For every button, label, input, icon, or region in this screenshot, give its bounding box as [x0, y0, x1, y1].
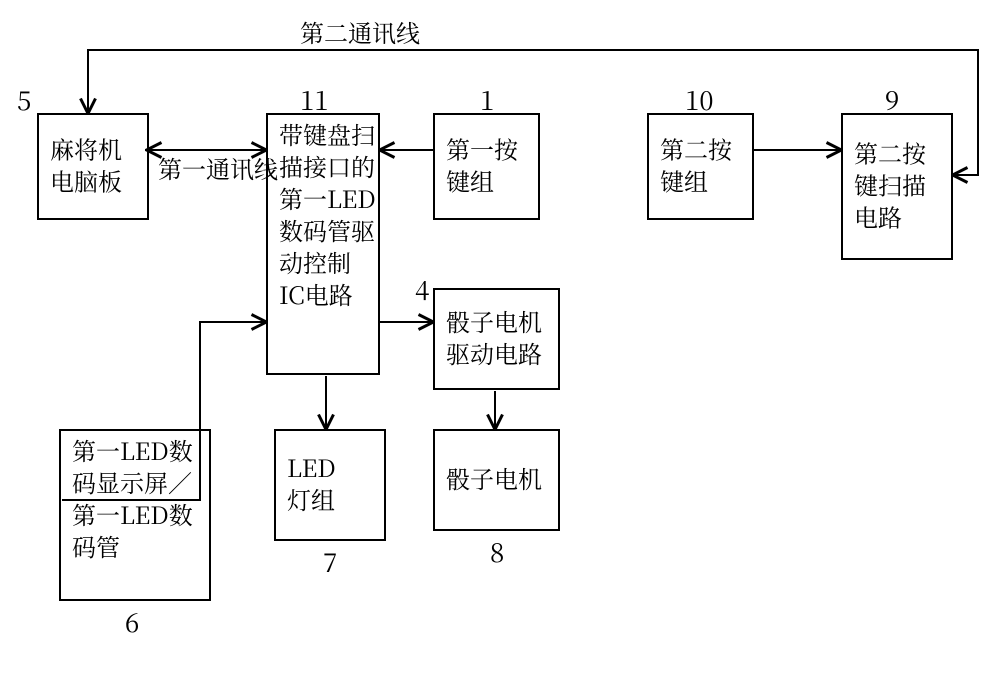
node-n11-line5: IC电路 [279, 276, 353, 311]
node-n11-line1: 描接口的 [279, 148, 375, 183]
label-mid: 第一通讯线 [158, 150, 278, 185]
node-n10-line1: 键组 [660, 163, 708, 198]
node-n11-line2: 第一LED [279, 180, 376, 215]
node-n9-line0: 第二按 [854, 135, 927, 170]
node-n11-line4: 动控制 [279, 244, 351, 279]
node-n7-line0: LED [287, 449, 336, 484]
node-n8-num: 8 [490, 533, 504, 570]
node-n1-line1: 键组 [446, 163, 494, 198]
node-n11-line0: 带键盘扫 [279, 116, 375, 151]
node-n10-num: 10 [685, 81, 714, 118]
node-n6-line1: 码显示屏／ [72, 464, 192, 499]
node-n5-line1: 电脑板 [50, 163, 122, 198]
node-n5-line0: 麻将机 [50, 131, 122, 166]
node-n9-line2: 电路 [854, 199, 902, 234]
node-n11-num: 11 [300, 81, 329, 118]
node-n8-line0: 骰子电机 [446, 460, 542, 495]
node-n6-line3: 码管 [72, 528, 120, 563]
label-top: 第二通讯线 [300, 14, 420, 49]
node-n6-line0: 第一LED数 [72, 432, 193, 467]
node-n10-line0: 第二按 [660, 131, 733, 166]
node-n1-line0: 第一按 [446, 131, 519, 166]
node-n6-line2: 第一LED数 [72, 496, 193, 531]
node-n9-line1: 键扫描 [854, 167, 926, 202]
node-n11-line3: 数码管驱 [279, 212, 375, 247]
node-n7-num: 7 [323, 543, 337, 580]
node-n6-num: 6 [125, 603, 139, 640]
node-n4-line1: 驱动电路 [446, 335, 542, 370]
node-n1-num: 1 [480, 81, 494, 118]
node-n5-num: 5 [17, 81, 31, 118]
node-n9-num: 9 [885, 81, 899, 118]
node-n4-num: 4 [415, 271, 429, 308]
node-n4-line0: 骰子电机 [446, 303, 542, 338]
node-n7-line1: 灯组 [287, 481, 335, 516]
